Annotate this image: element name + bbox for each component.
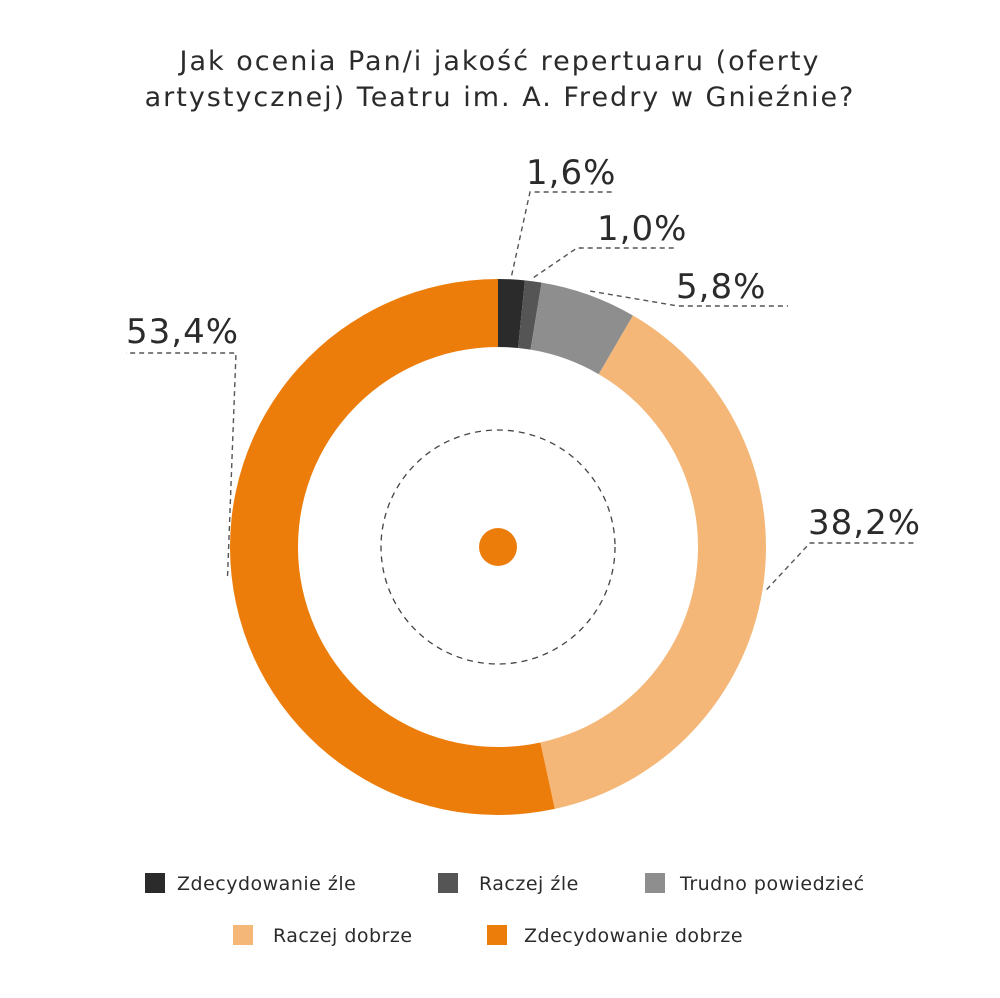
percentage-label-zdecydowanie-zle: 1,6% (526, 153, 616, 193)
legend: Zdecydowanie źle Raczej źle Trudno powiedz… (145, 873, 865, 947)
slice-trudno-powiedziec (530, 282, 633, 375)
legend-swatch-zdecydowanie-zle (145, 873, 165, 893)
donut-slices (229, 279, 766, 816)
legend-label-trudno-powiedziec: Trudno powiedzieć (679, 873, 865, 895)
legend-item-trudno-powiedziec: Trudno powiedzieć (645, 873, 865, 895)
leader-line-trudno-powiedziec (590, 290, 788, 307)
slice-zdecydowanie-dobrze (229, 279, 555, 816)
legend-item-zdecydowanie-dobrze: Zdecydowanie dobrze (487, 925, 743, 947)
legend-swatch-raczej-zle (438, 873, 458, 893)
legend-swatch-trudno-powiedziec (645, 873, 665, 893)
slice-raczej-zle (518, 280, 542, 350)
leader-line-zdecydowanie-zle (510, 191, 613, 276)
legend-item-raczej-dobrze: Raczej dobrze (233, 925, 413, 947)
slice-raczej-dobrze (540, 315, 766, 809)
legend-swatch-raczej-dobrze (233, 925, 253, 945)
percentage-label-trudno-powiedziec: 5,8% (676, 267, 766, 307)
percentage-label-raczej-zle: 1,0% (597, 209, 687, 249)
percentage-label-raczej-dobrze: 38,2% (808, 503, 921, 543)
leader-lines (126, 191, 915, 591)
legend-item-zdecydowanie-zle: Zdecydowanie źle (145, 873, 356, 895)
legend-label-zdecydowanie-dobrze: Zdecydowanie dobrze (524, 925, 743, 947)
chart-title-line-1: Jak ocenia Pan/i jakość repertuaru (ofer… (179, 46, 821, 77)
percentage-labels: 1,6% 1,0% 5,8% 38,2% 53,4% (126, 153, 921, 543)
center-dot (479, 528, 517, 566)
chart-title-line-2: artystycznej) Teatru im. A. Fredry w Gni… (144, 82, 856, 113)
legend-label-raczej-zle: Raczej źle (479, 873, 579, 895)
leader-line-raczej-dobrze (766, 542, 915, 591)
legend-label-zdecydowanie-zle: Zdecydowanie źle (177, 873, 356, 895)
legend-label-raczej-dobrze: Raczej dobrze (273, 925, 413, 947)
slice-zdecydowanie-zle (498, 279, 525, 349)
percentage-label-zdecydowanie-dobrze: 53,4% (126, 312, 239, 352)
legend-swatch-zdecydowanie-dobrze (487, 925, 507, 945)
leader-line-raczej-zle (533, 247, 675, 278)
legend-item-raczej-zle: Raczej źle (438, 873, 579, 895)
inner-dashed-circle (380, 429, 616, 665)
leader-line-zdecydowanie-dobrze (126, 352, 237, 577)
chart-title: Jak ocenia Pan/i jakość repertuaru (ofer… (0, 44, 1000, 116)
